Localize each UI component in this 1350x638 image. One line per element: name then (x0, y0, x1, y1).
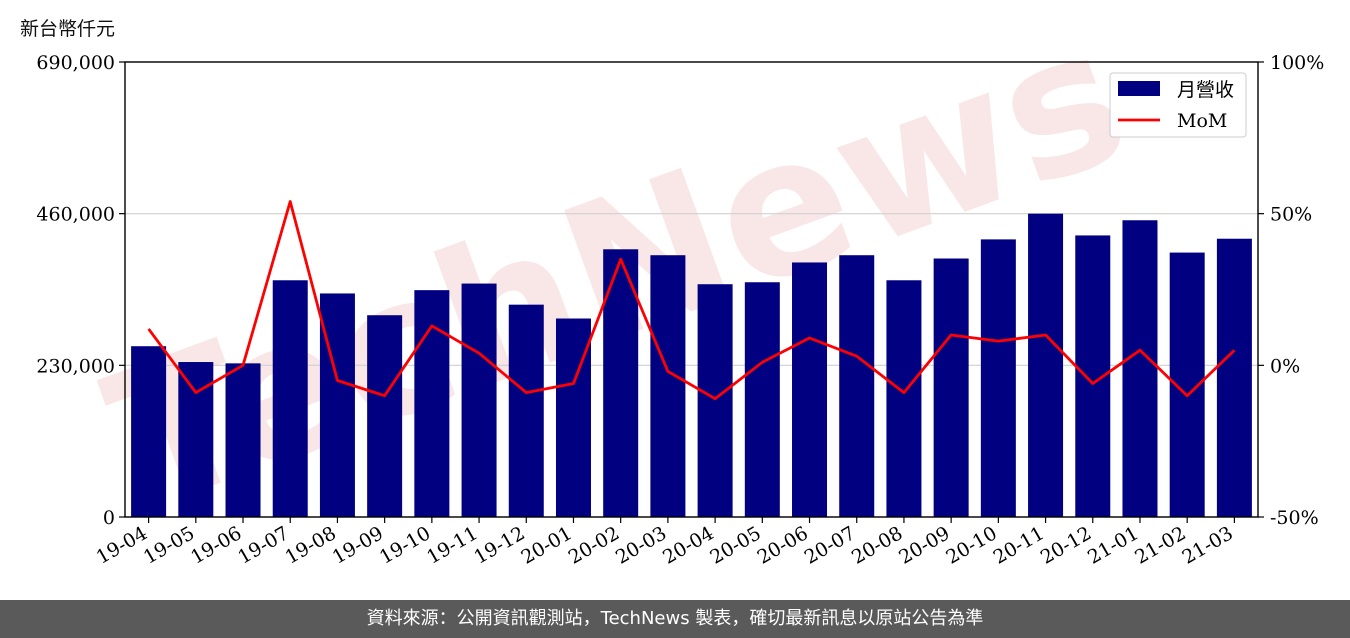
bar (1122, 220, 1158, 517)
bar (272, 280, 308, 517)
x-tick-label: 19-11 (423, 522, 481, 568)
y-axis-unit-label: 新台幣仟元 (20, 18, 116, 40)
x-tick-label: 21-01 (1084, 522, 1142, 568)
y-right-tick-label: -50% (1270, 507, 1319, 529)
bar (933, 258, 969, 517)
bar (508, 304, 544, 517)
x-tick-label: 20-12 (1037, 522, 1095, 568)
bar (1028, 213, 1064, 517)
bar (319, 293, 355, 517)
bar (131, 346, 167, 517)
x-tick-label: 19-08 (281, 522, 339, 568)
x-tick-label: 19-09 (329, 522, 387, 568)
y-left-tick-label: 230,000 (36, 355, 115, 377)
x-tick-label: 20-09 (895, 522, 953, 568)
revenue-chart: TechNews 0230,000460,000690,000-50%0%50%… (36, 0, 1324, 569)
legend: 月營收 MoM (1109, 72, 1247, 138)
bar (650, 255, 686, 517)
legend-line-label: MoM (1177, 110, 1227, 132)
bar (744, 282, 780, 517)
bar (1216, 238, 1252, 517)
y-right-tick-label: 0% (1270, 355, 1300, 377)
source-footer: 資料來源：公開資訊觀測站，TechNews 製表，確切最新訊息以原站公告為準 (0, 600, 1350, 638)
bar (461, 283, 497, 517)
x-tick-label: 20-07 (801, 522, 859, 568)
x-tick-label: 20-11 (990, 522, 1048, 568)
x-tick-label: 21-03 (1178, 522, 1236, 568)
bar (697, 284, 733, 517)
bar (839, 255, 875, 517)
y-right-tick-label: 50% (1270, 204, 1312, 226)
x-tick-label: 19-10 (376, 522, 434, 568)
line-series (147, 200, 1236, 401)
y-left-tick-label: 690,000 (36, 52, 115, 74)
x-tick-label: 20-06 (754, 522, 812, 568)
y-right-tick-label: 100% (1270, 52, 1324, 74)
bar (178, 362, 214, 517)
bar (367, 315, 403, 517)
x-tick-label: 20-01 (518, 522, 576, 568)
legend-bar-swatch (1118, 81, 1160, 96)
bar (792, 262, 828, 517)
y-left-tick-label: 0 (103, 507, 115, 529)
x-tick-label: 19-07 (234, 522, 292, 568)
x-tick-label: 20-05 (706, 522, 764, 568)
plot-frame (124, 61, 1259, 518)
bar (414, 290, 450, 517)
x-tick-label: 20-08 (848, 522, 906, 568)
bar (225, 363, 261, 517)
x-tick-label: 20-02 (565, 522, 623, 568)
y-left-tick-label: 460,000 (36, 204, 115, 226)
x-tick-label: 20-04 (659, 522, 717, 568)
bar (980, 239, 1016, 517)
legend-bar-label: 月營收 (1177, 79, 1234, 101)
x-tick-label: 19-12 (470, 522, 528, 568)
x-tick-label: 20-10 (942, 522, 1000, 568)
x-tick-label: 20-03 (612, 522, 670, 568)
mom-line (147, 200, 1236, 401)
x-tick-label: 21-02 (1131, 522, 1189, 568)
bar (886, 280, 922, 517)
x-tick-label: 19-04 (93, 522, 151, 568)
